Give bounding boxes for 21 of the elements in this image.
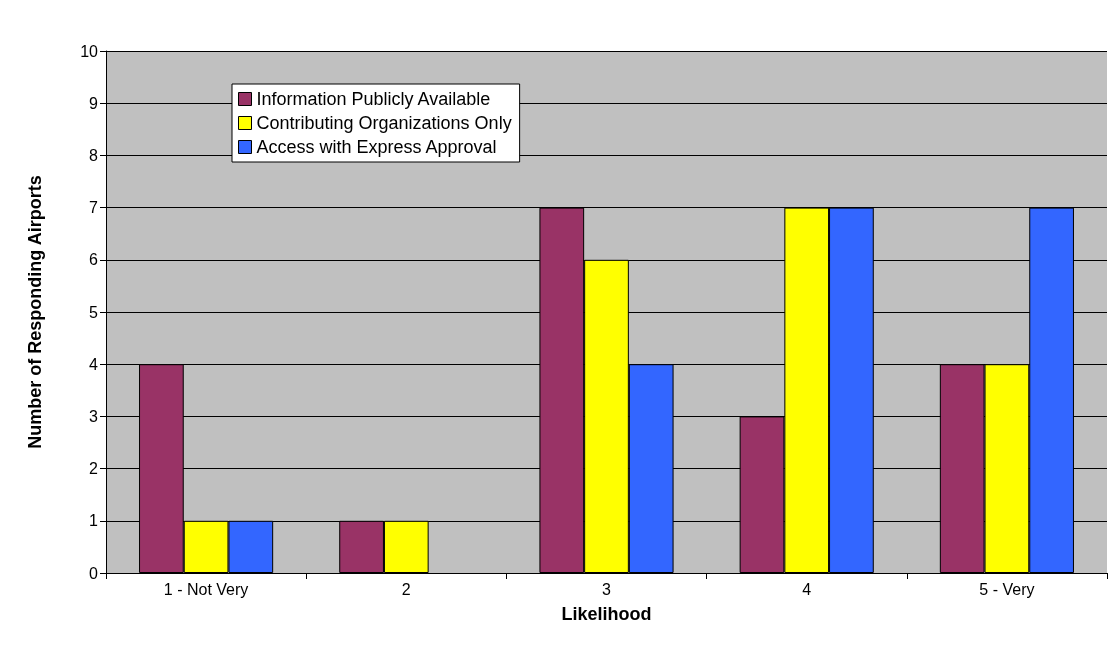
x-axis-title: Likelihood <box>561 604 652 624</box>
y-tick-label: 6 <box>89 251 99 269</box>
y-tick-label: 3 <box>89 407 99 425</box>
x-tick-label: 3 <box>602 580 612 598</box>
x-tick-label: 4 <box>802 580 812 598</box>
y-tick-label: 9 <box>89 94 99 112</box>
y-tick-label: 4 <box>89 355 99 373</box>
y-axis-title: Number of Responding Airports <box>25 175 45 449</box>
x-tick-label: 2 <box>401 580 411 598</box>
x-tick-label: 5 - Very <box>979 580 1035 598</box>
y-tick-label: 0 <box>89 564 99 582</box>
y-tick-label: 7 <box>89 199 99 217</box>
legend-label: Information Publicly Available <box>256 89 491 109</box>
x-tick-label: 1 - Not Very <box>163 580 249 598</box>
y-tick-label: 8 <box>89 146 99 164</box>
y-tick-label: 2 <box>89 460 99 478</box>
legend-label: Contributing Organizations Only <box>256 113 512 133</box>
y-tick-label: 10 <box>80 42 99 60</box>
legend-label: Access with Express Approval <box>256 137 497 157</box>
y-tick-label: 5 <box>89 303 99 321</box>
y-tick-label: 1 <box>89 512 99 530</box>
